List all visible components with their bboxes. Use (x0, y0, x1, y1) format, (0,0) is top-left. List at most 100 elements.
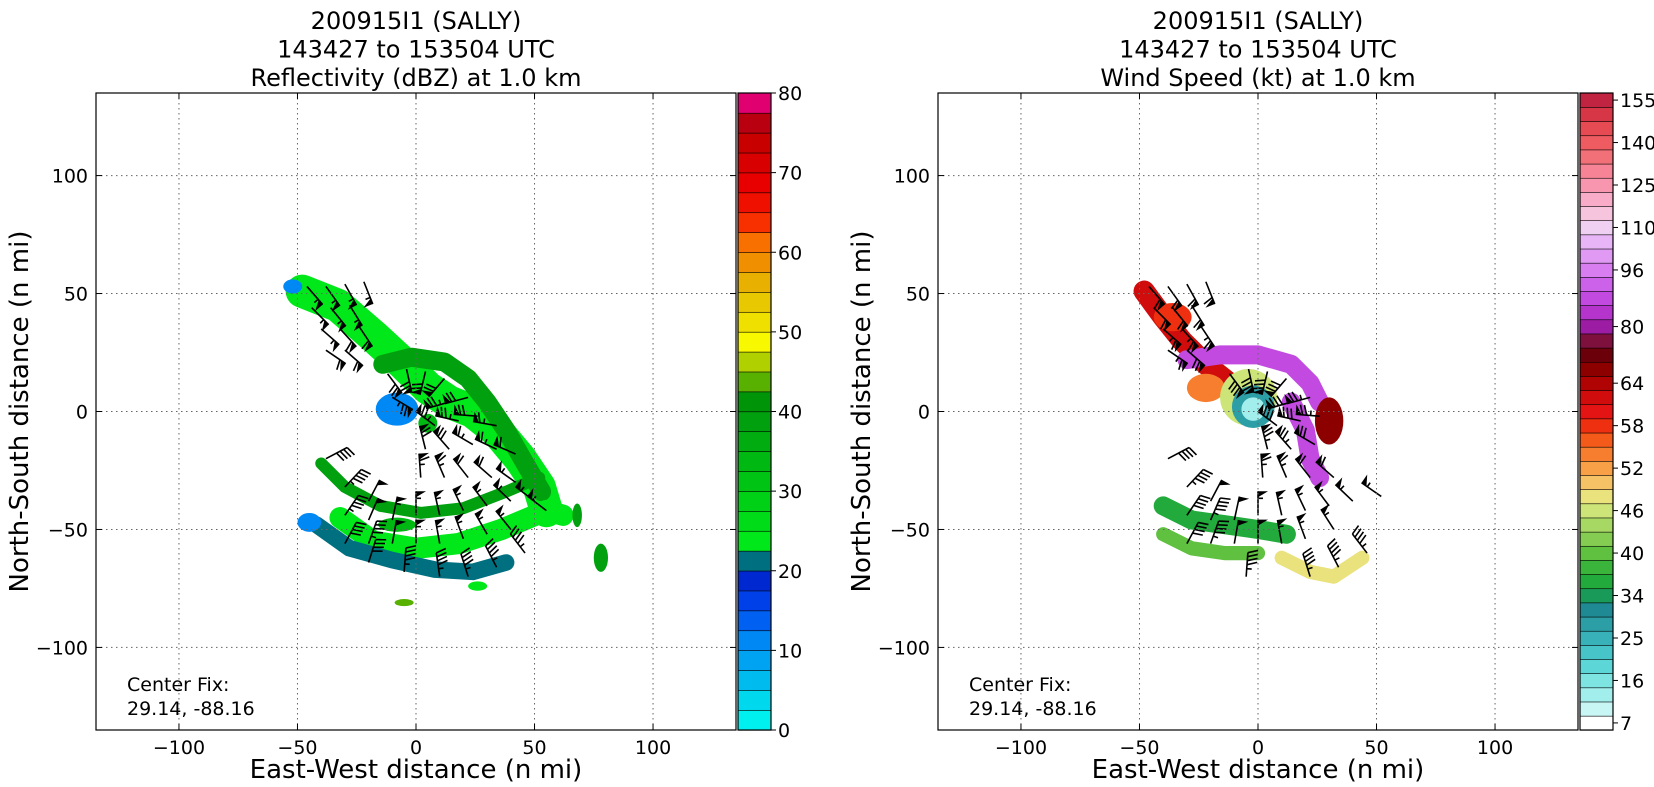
barb-flag (1265, 407, 1271, 419)
colorbar-segment (1579, 205, 1614, 222)
barb-flag (1276, 395, 1284, 405)
colorbar-segment (737, 709, 772, 731)
colorbar-segment (1579, 106, 1614, 122)
barb-pennant (416, 491, 426, 498)
barb-flag (1153, 298, 1161, 309)
barb-flag (1215, 527, 1227, 530)
barb-pennant (1198, 361, 1206, 374)
barb-shaft (435, 414, 459, 422)
barb-flag (1193, 504, 1204, 510)
colorbar-segment (737, 470, 772, 492)
barb-flag (345, 341, 353, 351)
echo-band (1281, 392, 1330, 488)
barb-pennant (1258, 519, 1268, 526)
barb-flag (358, 494, 369, 500)
barb-flag (1197, 498, 1209, 503)
barb-flag (405, 544, 417, 549)
barb-flag (1247, 557, 1258, 562)
colorbar-segment (1579, 135, 1614, 151)
colorbar-tick-label: 10 (778, 640, 802, 662)
barb-flag (1220, 497, 1231, 501)
chart-panel-2: 200915I1 (SALLY)143427 to 153504 UTCWind… (847, 7, 1654, 785)
barb-pennant (453, 484, 463, 495)
barb-shaft (1190, 304, 1205, 327)
colorbar-segment (1579, 588, 1614, 604)
wind-barb (1276, 451, 1289, 478)
barb-flag (1328, 541, 1338, 551)
barb-shaft (453, 413, 478, 418)
colorbar-tick-label: 80 (778, 83, 802, 105)
x-tick-label: −50 (277, 737, 317, 759)
x-tick-label: 0 (410, 737, 422, 759)
barb-half-flag (1299, 520, 1305, 524)
chart-title-line-2: 143427 to 153504 UTC (277, 36, 555, 64)
barb-half-flag (497, 485, 503, 490)
barb-flag (360, 468, 372, 475)
barb-half-flag (455, 492, 461, 496)
barb-flag (421, 430, 432, 438)
colorbar-tick-label: 46 (1620, 501, 1644, 523)
barb-flag (1170, 299, 1179, 310)
colorbar-tick-label: 40 (778, 402, 802, 424)
barb-pennant (1206, 341, 1215, 353)
colorbar-segment (1579, 163, 1614, 179)
barb-pennant (321, 320, 329, 332)
x-tick-label: −100 (153, 737, 205, 759)
wind-barb (460, 547, 474, 577)
colorbar-segment (1579, 347, 1614, 363)
wind-barb (410, 371, 427, 395)
barb-flag (1160, 319, 1167, 330)
barb-flag (390, 386, 399, 397)
barb-half-flag (1213, 511, 1219, 516)
barb-pennant (473, 454, 481, 466)
colorbar-tick-label: 60 (778, 242, 802, 264)
barb-half-flag (427, 415, 432, 421)
barb-flag (437, 454, 447, 463)
colorbar-segment (737, 530, 772, 552)
barb-flag (400, 403, 405, 415)
colorbar-segment (737, 351, 772, 373)
wind-barb (367, 497, 388, 521)
barb-pennant (348, 342, 357, 354)
barb-shaft (391, 396, 414, 411)
barb-half-flag (395, 502, 401, 506)
barb-pennant (401, 386, 412, 395)
barb-flag (339, 450, 348, 460)
barb-flag (352, 360, 359, 372)
echo-cell (572, 503, 582, 528)
wind-barb (1274, 424, 1292, 450)
y-tick-label: 100 (52, 166, 88, 188)
x-tick-label: 50 (1364, 737, 1388, 759)
barb-pennant (453, 452, 462, 464)
wind-barb (1181, 328, 1199, 354)
barb-flag (1176, 320, 1185, 330)
barb-pennant (434, 451, 445, 462)
barb-pennant (353, 320, 363, 331)
barb-flag (1200, 494, 1211, 500)
barb-shaft (320, 328, 340, 346)
wind-barb (325, 349, 347, 372)
colorbar-segment (737, 271, 772, 293)
barb-flag (1303, 404, 1308, 416)
barb-pennant (1163, 320, 1171, 332)
wind-barb (391, 396, 414, 419)
wind-barb (1167, 349, 1189, 372)
barb-flag (346, 446, 356, 456)
chart-title-line-3: Reflectivity (dBZ) at 1.0 km (251, 64, 582, 92)
barb-pennant (1258, 491, 1268, 498)
barb-pennant (1295, 484, 1305, 495)
barb-half-flag (1203, 336, 1209, 341)
barb-flag (1282, 406, 1285, 418)
barb-half-flag (478, 516, 484, 521)
colorbar: 7 16 25 34 40 46 52 58 64 80 96 110 125 140 155 (1579, 90, 1654, 735)
barb-flag (405, 552, 416, 557)
barb-flag (1279, 454, 1289, 463)
barb-pennant (375, 498, 388, 504)
echo-band (373, 347, 552, 502)
colorbar-segment (737, 610, 772, 632)
barb-flag (437, 555, 448, 562)
barb-half-flag (1278, 525, 1284, 528)
wind-barb (391, 519, 407, 544)
barb-pennant (1277, 405, 1284, 418)
colorbar-segment (1579, 630, 1614, 646)
